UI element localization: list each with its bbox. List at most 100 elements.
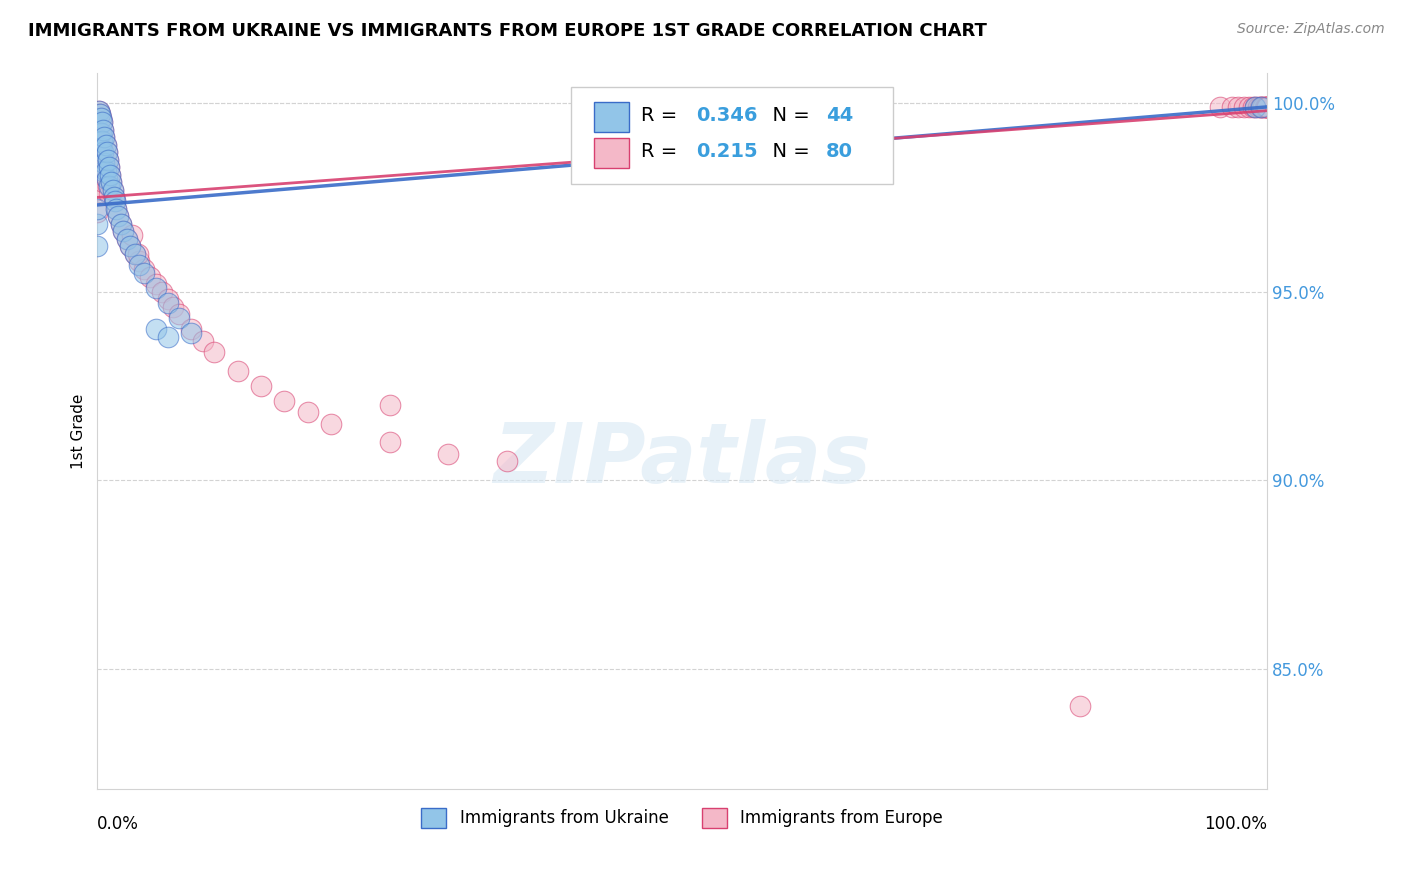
Point <box>145 277 167 291</box>
Point <box>1209 100 1232 114</box>
Point <box>112 224 135 238</box>
Text: N =: N = <box>761 106 817 126</box>
FancyBboxPatch shape <box>571 87 893 184</box>
Point <box>91 149 114 163</box>
Point <box>90 126 112 140</box>
Point <box>98 168 121 182</box>
Point <box>124 247 146 261</box>
Point <box>120 239 142 253</box>
Point <box>86 205 108 219</box>
Point <box>94 164 117 178</box>
Point <box>86 239 108 253</box>
Point <box>273 393 295 408</box>
Point <box>145 322 167 336</box>
Point <box>191 334 214 348</box>
Point <box>96 171 118 186</box>
Point <box>93 130 115 145</box>
Point <box>1220 100 1243 114</box>
Point <box>1232 100 1254 114</box>
Point <box>91 122 114 136</box>
Point <box>110 217 132 231</box>
Point <box>110 217 132 231</box>
Point <box>101 183 124 197</box>
Bar <box>595 138 630 169</box>
Point <box>1254 100 1277 114</box>
Point <box>105 202 128 216</box>
Point <box>91 168 114 182</box>
Point <box>180 326 202 340</box>
Point <box>103 190 125 204</box>
Point <box>104 194 127 209</box>
Point <box>115 232 138 246</box>
Text: 80: 80 <box>825 142 853 161</box>
Point <box>121 228 143 243</box>
Text: Source: ZipAtlas.com: Source: ZipAtlas.com <box>1237 22 1385 37</box>
Point <box>90 160 112 174</box>
Point <box>1250 100 1272 114</box>
Point <box>107 209 129 223</box>
Point <box>90 112 112 126</box>
Point <box>162 300 184 314</box>
Point <box>1256 100 1278 114</box>
Point <box>104 194 127 209</box>
Point <box>90 141 112 155</box>
Point <box>86 202 108 216</box>
Point <box>97 153 120 167</box>
Point <box>91 175 114 189</box>
Point <box>96 145 118 160</box>
Point <box>93 130 115 145</box>
Point <box>1239 100 1261 114</box>
Text: 44: 44 <box>825 106 853 126</box>
Point <box>145 281 167 295</box>
Point <box>134 266 156 280</box>
Point <box>1251 100 1274 114</box>
Point <box>89 126 111 140</box>
Point <box>437 447 460 461</box>
Point <box>495 454 517 468</box>
Point <box>167 311 190 326</box>
Point <box>202 345 225 359</box>
Point <box>98 179 121 194</box>
Point <box>86 183 108 197</box>
Text: R =: R = <box>641 142 683 161</box>
Point <box>98 160 121 174</box>
Point <box>378 435 401 450</box>
Point <box>90 112 112 126</box>
Point <box>1253 100 1275 114</box>
Point <box>90 134 112 148</box>
Bar <box>595 103 630 132</box>
Point <box>1254 100 1277 114</box>
Point <box>250 379 273 393</box>
Point <box>124 247 146 261</box>
Text: 0.0%: 0.0% <box>97 814 139 832</box>
Point <box>167 307 190 321</box>
Point <box>112 224 135 238</box>
Text: N =: N = <box>761 142 817 161</box>
Point <box>139 269 162 284</box>
Point <box>91 115 114 129</box>
Point <box>89 149 111 163</box>
Point <box>1241 100 1264 114</box>
Point <box>94 164 117 178</box>
Point <box>94 137 117 152</box>
Point <box>93 156 115 170</box>
Point <box>107 209 129 223</box>
Point <box>1226 100 1249 114</box>
Point <box>100 175 122 189</box>
Point <box>97 179 120 194</box>
Point <box>128 258 150 272</box>
Text: IMMIGRANTS FROM UKRAINE VS IMMIGRANTS FROM EUROPE 1ST GRADE CORRELATION CHART: IMMIGRANTS FROM UKRAINE VS IMMIGRANTS FR… <box>28 22 987 40</box>
Point <box>156 330 179 344</box>
Point <box>115 232 138 246</box>
Point <box>103 190 125 204</box>
Point <box>87 103 110 118</box>
Point <box>1244 100 1267 114</box>
Point <box>1244 100 1267 114</box>
Point <box>98 160 121 174</box>
Point <box>120 239 142 253</box>
Point <box>134 262 156 277</box>
Point <box>1256 100 1278 114</box>
Text: 0.215: 0.215 <box>696 142 758 161</box>
Point <box>1249 100 1271 114</box>
Point <box>297 405 319 419</box>
